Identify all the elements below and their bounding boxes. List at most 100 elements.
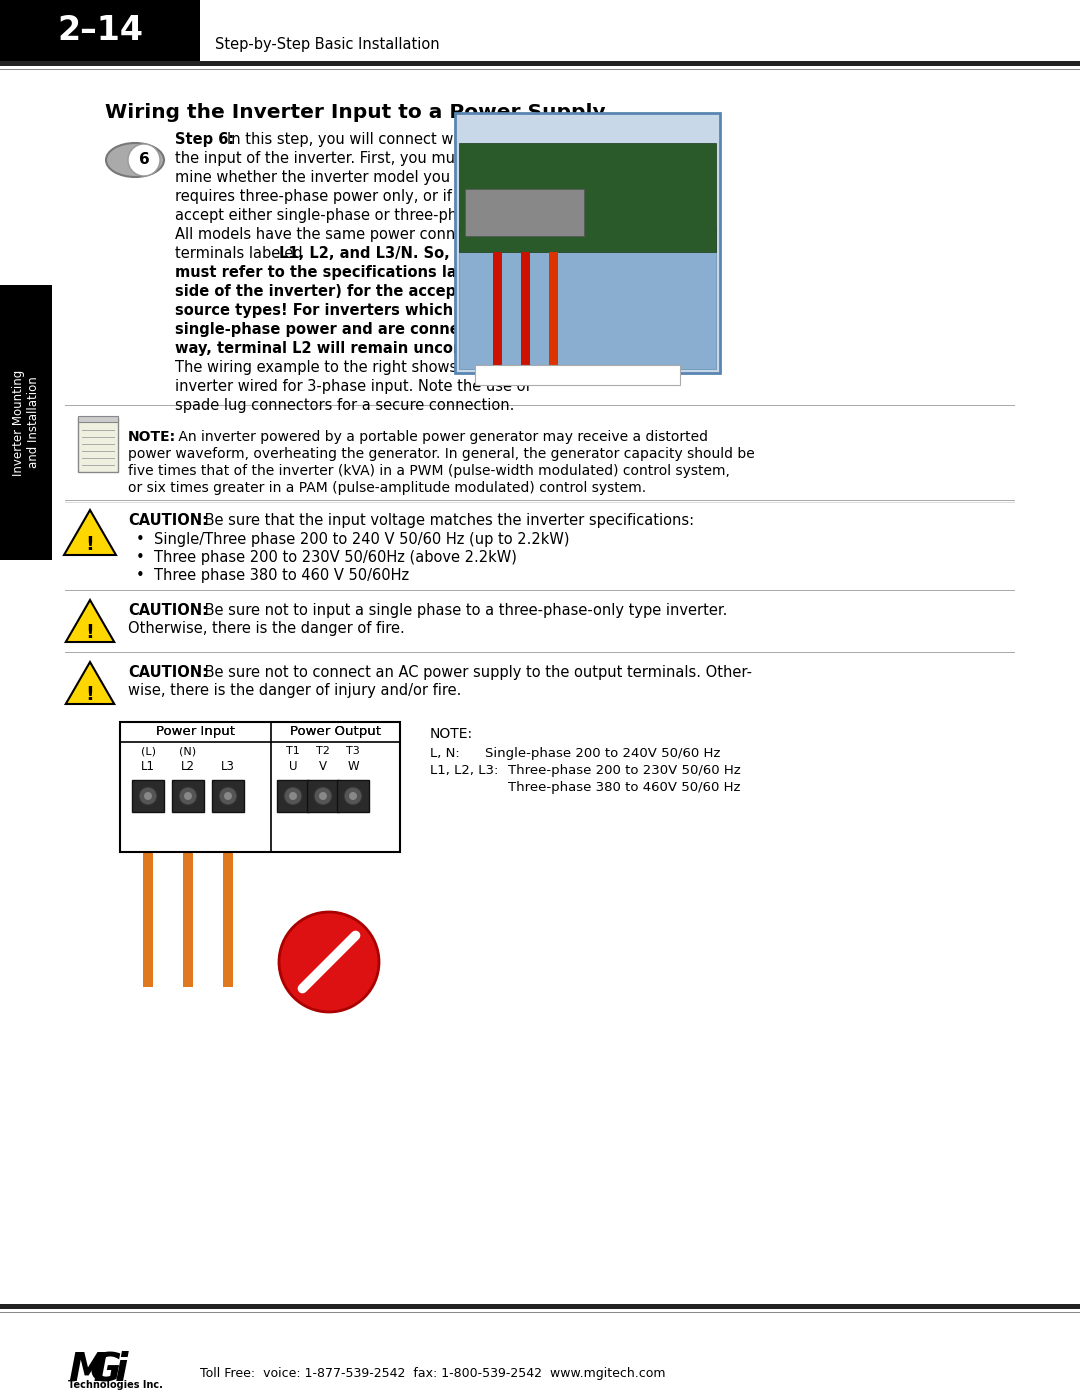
Circle shape bbox=[129, 144, 160, 176]
Text: V: V bbox=[319, 760, 327, 773]
Bar bbox=[521, 251, 530, 369]
Circle shape bbox=[219, 787, 237, 805]
Bar bbox=[492, 251, 502, 369]
Text: U: U bbox=[288, 760, 297, 773]
Bar bbox=[307, 780, 339, 812]
Bar bbox=[459, 142, 716, 251]
Circle shape bbox=[224, 792, 232, 800]
Bar bbox=[0, 0, 200, 61]
Text: Be sure not to input a single phase to a three-phase-only type inverter.: Be sure not to input a single phase to a… bbox=[200, 604, 727, 617]
Bar bbox=[222, 812, 233, 988]
Bar bbox=[0, 1303, 1080, 1309]
Text: The wiring example to the right shows an L100: The wiring example to the right shows an… bbox=[175, 360, 521, 374]
Text: W: W bbox=[347, 760, 359, 773]
Text: CAUTION:: CAUTION: bbox=[129, 513, 208, 528]
Bar bbox=[78, 418, 118, 472]
Bar bbox=[65, 500, 1015, 502]
Text: !: ! bbox=[85, 535, 94, 555]
Bar bbox=[172, 780, 204, 812]
Circle shape bbox=[289, 792, 297, 800]
Text: L1, L2, and L3/N. So, you: L1, L2, and L3/N. So, you bbox=[279, 246, 485, 261]
Text: the input of the inverter. First, you must deter-: the input of the inverter. First, you mu… bbox=[175, 151, 516, 166]
Text: Technologies Inc.: Technologies Inc. bbox=[68, 1380, 163, 1390]
Text: Be sure that the input voltage matches the inverter specifications:: Be sure that the input voltage matches t… bbox=[200, 513, 694, 528]
Text: CAUTION:: CAUTION: bbox=[129, 604, 208, 617]
Text: inverter wired for 3-phase input. Note the use of: inverter wired for 3-phase input. Note t… bbox=[175, 379, 530, 394]
Circle shape bbox=[345, 787, 362, 805]
Bar bbox=[465, 189, 584, 236]
Circle shape bbox=[179, 787, 197, 805]
Text: L3: L3 bbox=[221, 760, 235, 773]
Text: wise, there is the danger of injury and/or fire.: wise, there is the danger of injury and/… bbox=[129, 683, 461, 698]
Text: !: ! bbox=[85, 623, 94, 643]
Circle shape bbox=[279, 912, 379, 1011]
Text: L1, L2, L3:: L1, L2, L3: bbox=[430, 764, 498, 777]
Text: Single-phase 200 to 240V 50/60 Hz: Single-phase 200 to 240V 50/60 Hz bbox=[485, 747, 720, 760]
Text: L1: L1 bbox=[141, 760, 156, 773]
Circle shape bbox=[314, 787, 332, 805]
Bar bbox=[459, 226, 716, 369]
Text: Be sure not to connect an AC power supply to the output terminals. Other-: Be sure not to connect an AC power suppl… bbox=[200, 665, 752, 680]
Text: T3: T3 bbox=[346, 746, 360, 756]
Text: An inverter powered by a portable power generator may receive a distorted: An inverter powered by a portable power … bbox=[174, 430, 708, 444]
Text: 2–14: 2–14 bbox=[57, 14, 143, 47]
Text: must refer to the specifications label (on the: must refer to the specifications label (… bbox=[175, 265, 548, 279]
Bar bbox=[183, 812, 193, 988]
Text: !: ! bbox=[85, 686, 94, 704]
Bar bbox=[143, 812, 153, 988]
Circle shape bbox=[284, 787, 302, 805]
Bar bbox=[0, 285, 52, 560]
Bar bbox=[65, 405, 1015, 407]
Text: requires three-phase power only, or if it can: requires three-phase power only, or if i… bbox=[175, 189, 498, 204]
Text: (L): (L) bbox=[140, 746, 156, 756]
Text: NOTE:: NOTE: bbox=[430, 726, 473, 740]
Text: Inverter Mounting
and Installation: Inverter Mounting and Installation bbox=[12, 369, 40, 475]
Text: •  Three phase 200 to 230V 50/60Hz (above 2.2kW): • Three phase 200 to 230V 50/60Hz (above… bbox=[136, 550, 517, 564]
Circle shape bbox=[139, 787, 157, 805]
Text: T1: T1 bbox=[286, 746, 300, 756]
Text: •  Single/Three phase 200 to 240 V 50/60 Hz (up to 2.2kW): • Single/Three phase 200 to 240 V 50/60 … bbox=[136, 532, 569, 548]
Text: T2: T2 bbox=[316, 746, 329, 756]
Bar bbox=[549, 251, 558, 369]
Text: way, terminal L2 will remain unconnected.: way, terminal L2 will remain unconnected… bbox=[175, 341, 526, 356]
Text: Step-by-Step Basic Installation: Step-by-Step Basic Installation bbox=[215, 36, 440, 52]
Bar bbox=[212, 780, 244, 812]
Circle shape bbox=[144, 792, 152, 800]
Text: Toll Free:  voice: 1-877-539-2542  fax: 1-800-539-2542  www.mgitech.com: Toll Free: voice: 1-877-539-2542 fax: 1-… bbox=[200, 1366, 665, 1379]
Text: Three-phase 200 to 230V 50/60 Hz: Three-phase 200 to 230V 50/60 Hz bbox=[508, 764, 741, 777]
Text: terminals labeled: terminals labeled bbox=[175, 246, 307, 261]
Circle shape bbox=[319, 792, 327, 800]
Text: Power Output: Power Output bbox=[291, 725, 381, 738]
Text: •  Three phase 380 to 460 V 50/60Hz: • Three phase 380 to 460 V 50/60Hz bbox=[136, 569, 409, 583]
Text: Three-phase 380 to 460V 50/60 Hz: Three-phase 380 to 460V 50/60 Hz bbox=[508, 781, 741, 793]
Text: side of the inverter) for the acceptable power: side of the inverter) for the acceptable… bbox=[175, 284, 555, 299]
Bar bbox=[65, 590, 1015, 591]
Text: CAUTION:: CAUTION: bbox=[129, 665, 208, 680]
Text: In this step, you will connect wiring to: In this step, you will connect wiring to bbox=[227, 131, 505, 147]
Text: i: i bbox=[114, 1351, 129, 1389]
Text: Power Output: Power Output bbox=[291, 725, 381, 738]
Text: power waveform, overheating the generator. In general, the generator capacity sh: power waveform, overheating the generato… bbox=[129, 447, 755, 461]
Text: Wiring the Inverter Input to a Power Supply: Wiring the Inverter Input to a Power Sup… bbox=[105, 103, 606, 122]
Text: five times that of the inverter (kVA) in a PWM (pulse-width modulated) control s: five times that of the inverter (kVA) in… bbox=[129, 464, 730, 478]
Circle shape bbox=[349, 792, 357, 800]
Text: Power Input: Power Input bbox=[156, 725, 235, 738]
Text: single-phase power and are connected that: single-phase power and are connected tha… bbox=[175, 321, 536, 337]
Text: All models have the same power connector: All models have the same power connector bbox=[175, 226, 492, 242]
Bar bbox=[337, 780, 369, 812]
Text: (N): (N) bbox=[179, 746, 197, 756]
Text: accept either single-phase or three-phase power.: accept either single-phase or three-phas… bbox=[175, 208, 536, 224]
Text: L, N:: L, N: bbox=[430, 747, 460, 760]
Circle shape bbox=[184, 792, 192, 800]
Bar bbox=[78, 416, 118, 422]
Text: Otherwise, there is the danger of fire.: Otherwise, there is the danger of fire. bbox=[129, 622, 405, 636]
Text: L2: L2 bbox=[181, 760, 195, 773]
Text: NOTE:: NOTE: bbox=[129, 430, 176, 444]
Text: Step 6:: Step 6: bbox=[175, 131, 234, 147]
Text: spade lug connectors for a secure connection.: spade lug connectors for a secure connec… bbox=[175, 398, 514, 414]
Bar bbox=[65, 651, 1015, 652]
Bar bbox=[120, 722, 400, 852]
Text: source types! For inverters which can accept: source types! For inverters which can ac… bbox=[175, 303, 548, 319]
Bar bbox=[475, 365, 680, 386]
Text: G: G bbox=[90, 1351, 122, 1389]
